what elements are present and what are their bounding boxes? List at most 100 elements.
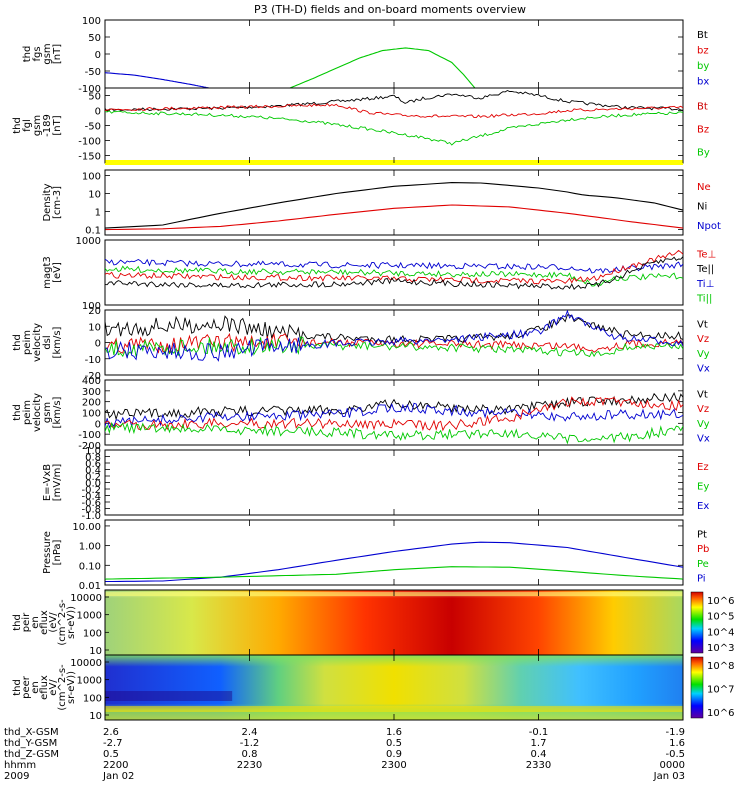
- legend-entry-vx: Vx: [697, 364, 710, 375]
- x-axis-row-label: thd_Y-GSM: [4, 738, 57, 749]
- x-tick-label-y: 1.6: [669, 738, 685, 749]
- colorbar-tick-label: 10^6: [707, 708, 734, 719]
- y-axis-label-line: [nT]: [52, 115, 63, 135]
- series-line-ti: [105, 265, 683, 287]
- legend-entry-pi: Pi: [697, 574, 706, 585]
- y-tick-label: 1000: [76, 236, 101, 247]
- y-tick-label: 100: [83, 628, 102, 639]
- series-line-by: [289, 47, 476, 88]
- legend-entry-ti: Ti||: [696, 294, 712, 305]
- spectrogram-band: [105, 691, 233, 701]
- y-axis-label-line: en: [30, 616, 41, 629]
- legend-entry-bz: Bz: [697, 125, 709, 136]
- y-axis-label-line: eflux: [39, 610, 50, 635]
- spectrogram-overlay-peir_eflux: [105, 590, 683, 655]
- panel-peir_eflux: 10^6 10^5 10^4 10^3 10000 1000 100 10 thdpeirene…: [12, 589, 734, 657]
- legend-entry-bx: bx: [697, 76, 709, 87]
- legend-entry-ne: Ne: [697, 182, 711, 193]
- legend-entry-ex: Ex: [697, 501, 709, 512]
- y-tick-label: 50: [88, 92, 101, 103]
- y-tick-label: 0: [95, 107, 101, 118]
- legend-entry-bt: Bt: [697, 102, 708, 113]
- series-line-vz: [105, 396, 683, 432]
- x-tick-label-date: Jan 03: [653, 771, 685, 782]
- series-line-vx: [105, 402, 683, 429]
- panel-peer_eflux: 10^8 10^7 10^6 10000 1000 100 10 thdpeereneflux…: [12, 654, 734, 722]
- x-tick-label-hhmm: 2330: [526, 760, 551, 771]
- panel-frame: [104, 169, 684, 236]
- legend-entry-vt: Vt: [697, 319, 708, 330]
- legend-entry-ti: Ti⊥: [696, 279, 714, 290]
- legend-entry-vy: Vy: [697, 349, 710, 360]
- y-tick-label: -0.8: [81, 505, 101, 516]
- colorbar-tick-label: 10^7: [707, 685, 734, 696]
- x-axis-row-label: thd_Z-GSM: [4, 749, 59, 760]
- legend-entry-npot: Npot: [697, 221, 721, 232]
- legend-entry-vz: Vz: [697, 334, 709, 345]
- panel-efield: 1.00.80.60.40.20.0-0.2-0.4-0.6-0.8-1.0 E=…: [42, 446, 709, 522]
- y-tick-label: 10: [88, 189, 101, 200]
- y-axis-label-line: dsl: [42, 335, 53, 349]
- y-tick-label: 10000: [70, 658, 102, 669]
- legend-entry-pb: Pb: [697, 544, 709, 555]
- series-line-pi: [105, 541, 683, 583]
- series-line-vt: [105, 391, 683, 421]
- plot-title: P3 (TH-D) fields and on-board moments ov…: [254, 3, 526, 16]
- series-line-bx: [105, 72, 210, 88]
- series-line-vy: [105, 421, 683, 445]
- series-line-te: [105, 249, 683, 285]
- series-line-vz: [105, 332, 683, 354]
- x-tick-label-x: 1.6: [386, 727, 402, 738]
- y-tick-label: 1.0: [85, 446, 101, 457]
- y-axis-label-line: Pressure: [42, 531, 53, 574]
- y-tick-label: -150: [78, 152, 101, 163]
- x-tick-label-hhmm: 0000: [660, 760, 685, 771]
- legend-entry-ez: Ez: [697, 462, 709, 473]
- y-tick-label: 1.00: [79, 542, 101, 553]
- y-axis-label-line: (cm^2-s-: [57, 599, 68, 646]
- y-tick-label: -100: [78, 137, 101, 148]
- x-tick-label-y: 1.7: [531, 738, 547, 749]
- x-tick-label-z: 0.9: [386, 749, 402, 760]
- panel-frame: [104, 519, 684, 586]
- x-tick-label-y: -2.7: [103, 738, 123, 749]
- series-line-ni: [105, 182, 683, 229]
- y-tick-label: 0.4: [85, 466, 101, 477]
- y-axis-label-line: sr-eV)): [66, 606, 77, 639]
- colorbar-tick-label: 10^4: [707, 627, 734, 638]
- y-tick-label: -50: [85, 67, 101, 78]
- y-axis-label-line: thd: [12, 117, 23, 134]
- legend-entry-vt: Vt: [697, 389, 708, 400]
- legend-entry-by: by: [697, 61, 709, 72]
- y-axis-label-line: thd: [12, 614, 23, 631]
- legend-entry-te: Te⊥: [696, 249, 716, 260]
- y-axis-label-line: eflux: [39, 675, 50, 700]
- y-axis-label-line: thd: [12, 679, 23, 696]
- series-line-vx: [105, 310, 683, 362]
- series-line-by: [105, 110, 683, 146]
- legend-entry-pe: Pe: [697, 559, 709, 570]
- y-tick-label: 10000: [70, 593, 102, 604]
- y-axis-label-line: fgs: [32, 46, 43, 61]
- series-line-pe: [105, 566, 683, 580]
- x-tick-label-date: Jan 02: [102, 771, 134, 782]
- panel-density: 100 10 1 0.1 Density [cm-3] Ne Ni Npot: [42, 169, 721, 237]
- y-axis-label-line: [km/s]: [52, 396, 63, 428]
- y-axis-label-line: [cm-3]: [52, 186, 63, 219]
- y-tick-label: -0.2: [81, 485, 101, 496]
- series-line-bt: [105, 89, 683, 112]
- y-tick-label: 100: [82, 16, 101, 27]
- y-axis-label-line: magt3: [42, 256, 53, 289]
- legend-entry-bt: Bt: [697, 30, 708, 41]
- x-tick-label-x: 2.6: [103, 727, 119, 738]
- y-axis-label-line: gsm: [42, 43, 53, 64]
- panel-fgl_gsm: 50 0 -50 -100 -150 thd fgl gsm -189 [nT] Bt Bz By: [12, 87, 710, 164]
- y-axis-label-line: thd: [12, 334, 23, 351]
- legend-entry-ni: Ni: [697, 202, 707, 213]
- y-tick-label: -20: [85, 371, 101, 382]
- panel-pressure: 10.00 1.00 0.10 0.01 Pressure [nPa] Pt Pb Pe Pi: [42, 519, 709, 592]
- y-tick-label: 100: [82, 301, 101, 312]
- y-axis-label-line: [eV]: [52, 262, 63, 283]
